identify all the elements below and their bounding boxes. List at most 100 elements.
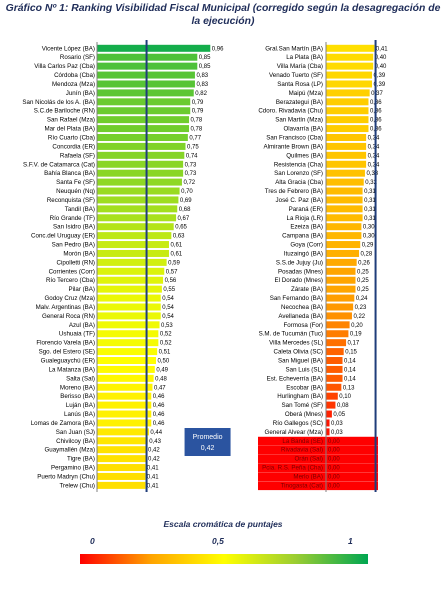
value-label: 0,74: [186, 153, 198, 159]
category-label: Río Tercero (Cba): [46, 277, 95, 284]
value-label: 0,33: [366, 171, 378, 177]
category-label: Concordia (ER): [52, 143, 95, 150]
value-label: 0,39: [374, 82, 386, 88]
bar: [97, 464, 146, 472]
category-label: Olavarría (BA): [283, 126, 323, 133]
category-label: Córdoba (Cba): [54, 72, 95, 79]
category-label: Gualeguaychú (ER): [41, 358, 95, 365]
bar: [326, 169, 365, 177]
category-label: Vicente López (BA): [42, 45, 95, 52]
value-label: 0,40: [375, 64, 387, 70]
value-label: 0,25: [357, 269, 369, 275]
category-label: S.M. de Tucumán (Tuc): [259, 331, 323, 338]
bar: [326, 312, 352, 320]
category-label: San Juan (SJ): [56, 429, 95, 436]
value-label: 0,14: [344, 367, 356, 373]
bar: [326, 134, 367, 141]
category-label: Pergamino (BA): [51, 465, 95, 472]
bar: [97, 339, 159, 347]
bar: [97, 419, 152, 427]
value-label: 0,69: [180, 198, 192, 204]
value-label: 0,08: [337, 403, 349, 409]
value-label: 0,57: [166, 269, 178, 275]
bar: [326, 53, 374, 61]
value-label: 0,34: [368, 136, 380, 142]
value-label: 0,24: [356, 296, 368, 302]
value-label: 0,54: [162, 314, 174, 320]
bar: [326, 276, 356, 284]
category-label: Berazategui (BA): [276, 99, 323, 106]
bar: [326, 116, 369, 124]
value-label: 0,41: [376, 46, 388, 52]
bar: [97, 125, 190, 133]
bar: [326, 285, 356, 293]
category-label: Florencio Varela (BA): [36, 340, 95, 347]
bar: [326, 187, 363, 195]
bar: [97, 205, 178, 213]
category-label: Cdoro. Rivadavia (Chu): [258, 108, 323, 115]
category-label: José C. Paz (BA): [276, 197, 323, 204]
bar: [97, 44, 211, 52]
category-label: Ezeiza (BA): [290, 224, 323, 231]
category-label: Oberá (Mnes): [285, 411, 323, 418]
bar: [97, 401, 152, 409]
scale-mid-label: 0,5: [212, 536, 224, 546]
category-label: Ushuaia (TF): [59, 331, 95, 338]
category-label: La Rioja (LR): [287, 215, 323, 222]
category-label: La Plata (BA): [286, 54, 323, 61]
bar: [97, 330, 159, 338]
category-label: Tandil (BA): [65, 206, 95, 213]
value-label: 0,83: [196, 82, 208, 88]
bar: [97, 472, 146, 480]
value-label: 0,61: [170, 251, 182, 257]
value-label: 0,79: [192, 109, 204, 115]
category-label: Cipolletti (RN): [56, 259, 95, 266]
value-label: 0,68: [179, 207, 191, 213]
value-label: 0,37: [371, 91, 383, 97]
value-label: 0,49: [156, 367, 168, 373]
category-label: Ituzaingó (BA): [284, 250, 323, 257]
value-label: 0,26: [358, 260, 370, 266]
bar: [326, 89, 370, 97]
value-label: 0,34: [368, 153, 380, 159]
value-label: 0,59: [168, 260, 180, 266]
category-label: La Banda (SE): [282, 438, 323, 445]
chart-panel-1: Vicente López (BA) 0,96 Rosario (SF) 0,85 Vi…: [22, 40, 231, 492]
value-label: 0,31: [364, 207, 376, 213]
chart-title: Gráfico Nº 1: Ranking Visibilidad Fiscal…: [5, 3, 441, 27]
category-label: El Dorado (Mnes): [275, 277, 324, 284]
value-label: 0,70: [181, 189, 193, 195]
bar: [326, 214, 363, 222]
bar: [326, 303, 354, 311]
bar: [97, 134, 188, 141]
category-label: Resistencia (Cha): [274, 161, 323, 168]
bar: [326, 357, 343, 364]
category-label: Trelew (Chu): [59, 482, 95, 489]
scale-max-label: 1: [348, 536, 353, 546]
bar: [97, 455, 147, 463]
category-label: Avellaneda (BA): [278, 313, 323, 320]
bar: [97, 383, 153, 391]
value-label: 0,19: [350, 332, 362, 338]
category-label: Lanús (BA): [64, 411, 95, 418]
category-label: General Alvear (Mza): [265, 429, 323, 436]
bar: [326, 151, 367, 159]
value-label: 0,00: [328, 448, 340, 454]
category-label: Lomas de Zamora (BA): [31, 420, 95, 427]
bar: [97, 107, 191, 115]
value-label: 0,25: [357, 278, 369, 284]
value-label: 0,30: [363, 234, 375, 240]
category-label: S.F.V. de Catamarca (Cat): [23, 161, 95, 168]
category-label: San Isidro (BA): [53, 224, 95, 231]
bar: [326, 267, 356, 275]
category-label: Corrientes (Corr): [49, 268, 95, 275]
bar: [97, 187, 180, 195]
category-label: Salta (Sal): [66, 375, 95, 382]
bar: [326, 80, 373, 88]
category-label: Paraná (ER): [289, 206, 323, 213]
bar: [97, 223, 174, 231]
category-label: Pilar (BA): [69, 286, 95, 293]
category-label: Pcia. R.S. Peña (Cha): [262, 465, 323, 472]
bar: [97, 285, 162, 293]
value-label: 0,53: [161, 323, 173, 329]
